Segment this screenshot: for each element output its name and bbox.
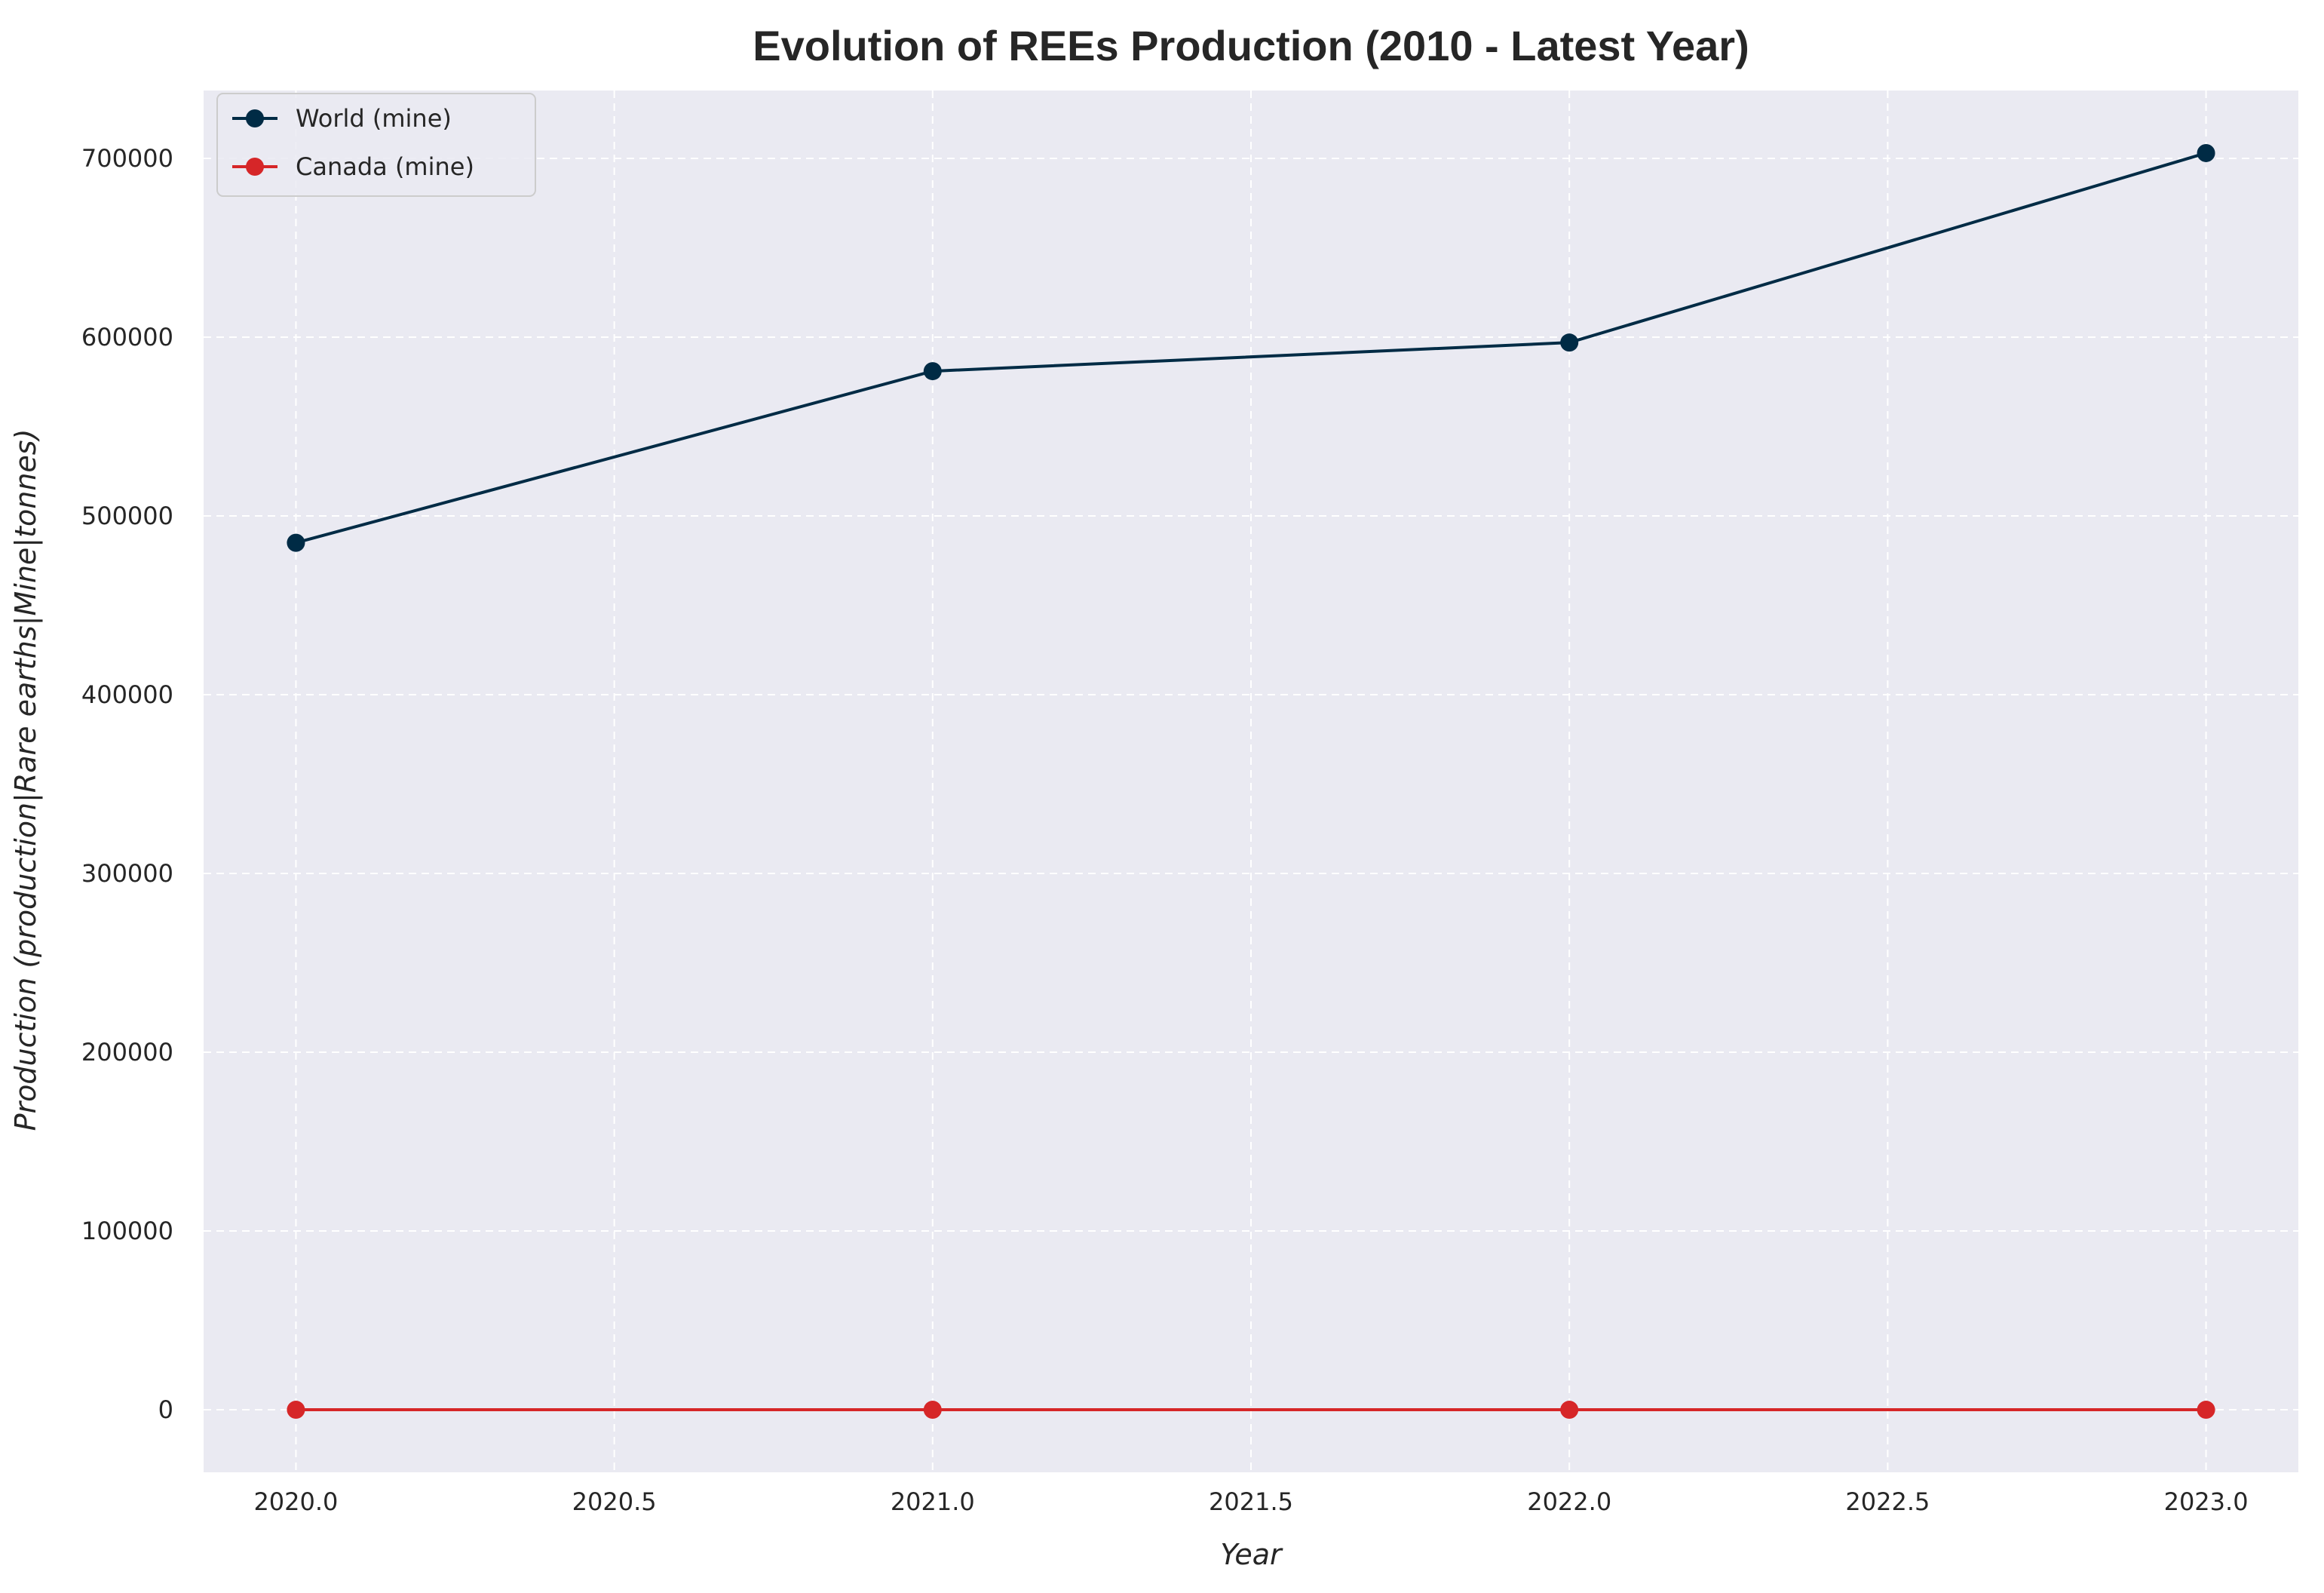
y-tick-label: 700000: [81, 144, 173, 173]
legend-label-canada: Canada (mine): [296, 152, 474, 181]
series-0: [287, 143, 2215, 552]
y-tick-label: 300000: [81, 859, 173, 888]
legend-box: [216, 93, 536, 197]
series-line: [295, 152, 2207, 545]
series-1: [287, 1401, 2215, 1420]
plot-area: [204, 91, 2298, 1472]
data-point: [1560, 333, 1579, 352]
y-tick-label: 500000: [81, 502, 173, 530]
y-tick-label: 600000: [81, 323, 173, 351]
data-point: [2197, 143, 2215, 162]
legend-label-world: World (mine): [296, 104, 452, 133]
y-tick-label: 400000: [81, 680, 173, 709]
chart-title: Evolution of REEs Production (2010 - Lat…: [753, 22, 1749, 69]
series-lines: [287, 143, 2215, 1420]
x-tick-label: 2022.0: [1527, 1487, 1611, 1516]
x-tick-label: 2020.5: [572, 1487, 657, 1516]
y-axis-label: Production (production|Rare earths|Mine|…: [9, 429, 43, 1131]
x-tick-label: 2021.5: [1209, 1487, 1293, 1516]
data-point: [2197, 1401, 2215, 1420]
legend: World (mine) Canada (mine): [216, 93, 536, 197]
legend-entry-canada: Canada (mine): [232, 152, 474, 181]
legend-entry-world: World (mine): [232, 104, 452, 133]
legend-marker-canada: [246, 158, 264, 176]
data-point: [1560, 1401, 1579, 1420]
data-point: [923, 1401, 942, 1420]
data-point: [923, 362, 942, 381]
x-tick-label: 2020.0: [253, 1487, 338, 1516]
y-tick-label: 200000: [81, 1038, 173, 1067]
x-axis-ticks: 2020.0 2020.5 2021.0 2021.5 2022.0 2022.5 2023…: [253, 1487, 2248, 1516]
data-point: [287, 533, 305, 552]
y-tick-label: 100000: [81, 1217, 173, 1245]
x-tick-label: 2023.0: [2164, 1487, 2249, 1516]
y-axis-ticks: 0 100000 200000 300000 400000 500000 600000 700…: [81, 144, 173, 1424]
x-tick-label: 2022.5: [1845, 1487, 1930, 1516]
y-tick-label: 0: [158, 1395, 173, 1424]
x-axis-label: Year: [1220, 1538, 1283, 1571]
data-point: [287, 1401, 305, 1420]
legend-marker-world: [246, 109, 264, 127]
x-tick-label: 2021.0: [891, 1487, 975, 1516]
